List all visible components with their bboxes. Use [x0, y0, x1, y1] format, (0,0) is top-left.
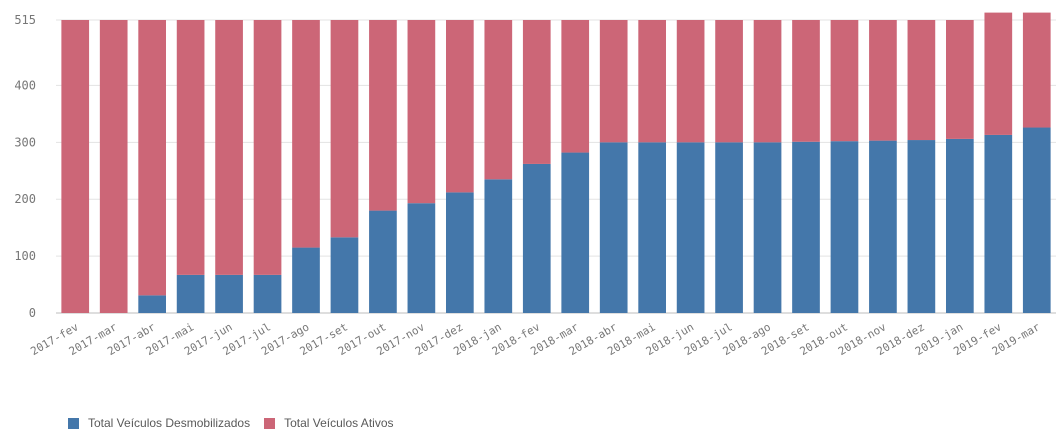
- bar-ativos[interactable]: [946, 20, 974, 139]
- bar-desmobilizados[interactable]: [446, 192, 474, 313]
- bar-ativos[interactable]: [753, 20, 782, 143]
- bar-ativos[interactable]: [215, 20, 243, 275]
- bars: [61, 12, 1051, 313]
- bar-ativos[interactable]: [407, 20, 436, 204]
- y-tick-label: 200: [14, 192, 36, 206]
- bar-desmobilizados[interactable]: [561, 152, 590, 313]
- bar-desmobilizados[interactable]: [753, 142, 782, 313]
- x-axis: 2017-fev2017-mar2017-abr2017-mai2017-jun…: [28, 320, 1042, 358]
- bar-ativos[interactable]: [1022, 12, 1051, 128]
- bar-ativos[interactable]: [484, 20, 513, 180]
- bar-desmobilizados[interactable]: [1022, 127, 1051, 313]
- y-axis: 0 100 200 300 400 515: [14, 13, 36, 320]
- bar-desmobilizados[interactable]: [253, 274, 282, 313]
- bar-ativos[interactable]: [792, 20, 820, 142]
- bar-ativos[interactable]: [715, 20, 743, 143]
- bar-ativos[interactable]: [61, 20, 90, 313]
- bar-ativos[interactable]: [292, 20, 320, 248]
- bar-desmobilizados[interactable]: [869, 140, 897, 313]
- bar-ativos[interactable]: [676, 20, 705, 143]
- bar-desmobilizados[interactable]: [792, 141, 820, 313]
- bar-desmobilizados[interactable]: [946, 138, 974, 313]
- legend-swatch-ativos: [264, 417, 276, 429]
- bar-desmobilizados[interactable]: [830, 141, 859, 313]
- bar-desmobilizados[interactable]: [484, 179, 513, 313]
- bar-ativos[interactable]: [869, 20, 897, 141]
- bar-ativos[interactable]: [984, 12, 1013, 135]
- y-tick-label: 100: [14, 249, 36, 263]
- bar-desmobilizados[interactable]: [176, 274, 205, 313]
- bar-ativos[interactable]: [99, 20, 128, 313]
- bar-desmobilizados[interactable]: [522, 163, 551, 313]
- bar-desmobilizados[interactable]: [369, 210, 397, 313]
- bar-ativos[interactable]: [522, 20, 551, 164]
- bar-desmobilizados[interactable]: [599, 142, 628, 313]
- bar-ativos[interactable]: [176, 20, 205, 275]
- bar-ativos[interactable]: [561, 20, 590, 153]
- bar-desmobilizados[interactable]: [292, 247, 320, 313]
- bar-desmobilizados[interactable]: [215, 274, 243, 313]
- bar-desmobilizados[interactable]: [984, 134, 1013, 313]
- legend-label-ativos: Total Veículos Ativos: [284, 416, 394, 430]
- bar-ativos[interactable]: [369, 20, 397, 211]
- legend-item-desmobilizados[interactable]: Total Veículos Desmobilizados: [68, 416, 250, 430]
- bar-ativos[interactable]: [830, 20, 859, 142]
- bar-ativos[interactable]: [330, 20, 359, 238]
- gridlines: [56, 19, 1056, 314]
- bar-ativos[interactable]: [253, 20, 282, 275]
- bar-ativos[interactable]: [446, 20, 474, 193]
- y-tick-label: 0: [29, 306, 36, 320]
- y-tick-label: 300: [14, 135, 36, 149]
- y-tick-label: 515: [14, 13, 36, 27]
- bar-desmobilizados[interactable]: [638, 142, 666, 313]
- bar-desmobilizados[interactable]: [715, 142, 743, 313]
- bar-desmobilizados[interactable]: [907, 140, 936, 313]
- bar-ativos[interactable]: [599, 20, 628, 143]
- legend-label-desmobilizados: Total Veículos Desmobilizados: [88, 416, 251, 430]
- y-tick-label: 400: [14, 78, 36, 92]
- legend-swatch-desmobilizados: [68, 417, 79, 429]
- bar-desmobilizados[interactable]: [330, 237, 359, 313]
- legend-item-ativos[interactable]: Total Veículos Ativos: [264, 416, 394, 430]
- bar-ativos[interactable]: [638, 20, 666, 143]
- bar-desmobilizados[interactable]: [407, 203, 436, 313]
- legend: Total Veículos Desmobilizados Total Veíc…: [68, 416, 408, 430]
- bar-desmobilizados[interactable]: [138, 295, 166, 313]
- bar-ativos[interactable]: [907, 20, 936, 141]
- bar-desmobilizados[interactable]: [676, 142, 705, 313]
- bar-ativos[interactable]: [138, 20, 166, 296]
